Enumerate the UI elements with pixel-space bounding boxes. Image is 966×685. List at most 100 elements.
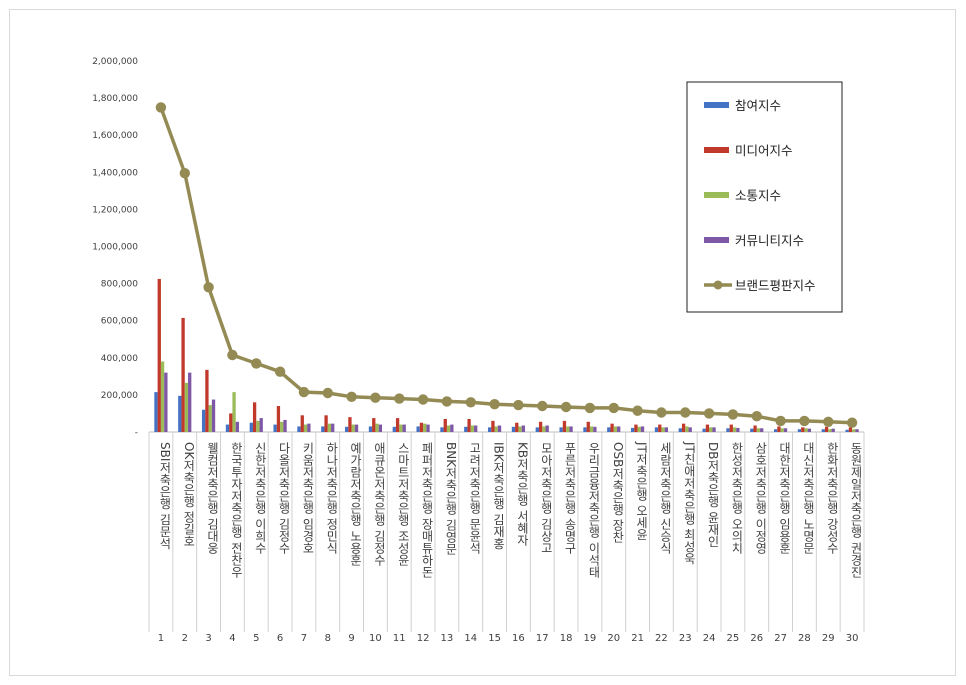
category-label: KB저축은행 서혜자 bbox=[515, 442, 529, 546]
category-label: 우리금융저축은행 이석태 bbox=[587, 442, 601, 578]
bar bbox=[348, 417, 352, 432]
bar bbox=[351, 424, 355, 432]
bar bbox=[688, 427, 692, 432]
bar bbox=[535, 427, 539, 432]
bar bbox=[709, 427, 713, 432]
bar bbox=[777, 426, 781, 432]
bar bbox=[491, 420, 495, 432]
bar bbox=[470, 425, 475, 432]
rank-label: 3 bbox=[205, 633, 211, 644]
bar bbox=[760, 428, 764, 432]
category-label: 고려저축은행 문윤석 bbox=[468, 442, 482, 554]
bar bbox=[160, 361, 165, 432]
brand-reputation-chart: - 200,000 400,000 600,000 800,000 1,000,000 1,… bbox=[92, 57, 865, 644]
bar bbox=[211, 399, 216, 432]
bar bbox=[256, 420, 260, 432]
bar bbox=[178, 395, 182, 432]
y-tick-label: 1,800,000 bbox=[92, 94, 138, 104]
bar bbox=[232, 392, 236, 432]
category-label: 키움저축은행 임경호 bbox=[301, 442, 315, 554]
line-point bbox=[441, 396, 453, 407]
bar bbox=[828, 429, 832, 432]
line-point bbox=[489, 399, 500, 410]
bar bbox=[229, 413, 233, 432]
category-label: 동원제일저축은행 권경진 bbox=[849, 442, 863, 578]
bar bbox=[583, 427, 587, 432]
bar bbox=[681, 423, 686, 432]
bar bbox=[327, 423, 332, 432]
bar bbox=[726, 428, 730, 432]
bar bbox=[354, 424, 359, 432]
bar bbox=[538, 421, 543, 432]
bar bbox=[443, 419, 447, 432]
bar bbox=[824, 426, 829, 432]
category-label: DB저축은행 윤재인 bbox=[706, 442, 720, 547]
bar bbox=[783, 428, 788, 432]
bar bbox=[801, 427, 805, 432]
bar bbox=[426, 424, 430, 432]
rank-label: 4 bbox=[229, 633, 235, 644]
rank-label: 23 bbox=[679, 633, 692, 644]
bar bbox=[331, 423, 335, 432]
category-label: 세람저축은행 신승식 bbox=[658, 442, 672, 554]
category-label: 한화저축은행 강성수 bbox=[825, 442, 839, 554]
bar bbox=[732, 427, 737, 432]
y-tick-label: 600,000 bbox=[101, 317, 138, 327]
line-point bbox=[703, 408, 715, 419]
bar bbox=[729, 424, 733, 432]
bar bbox=[423, 423, 427, 432]
bar bbox=[589, 426, 594, 432]
bar bbox=[416, 426, 420, 432]
bar bbox=[756, 428, 761, 432]
bar bbox=[464, 426, 468, 432]
bar bbox=[303, 424, 308, 432]
bar bbox=[640, 426, 645, 432]
bar bbox=[188, 372, 192, 432]
category-label: 웰컴저축은행 김대웅 bbox=[206, 442, 220, 554]
bar bbox=[518, 426, 522, 432]
rank-label: 30 bbox=[846, 633, 859, 644]
y-tick-label: 1,000,000 bbox=[92, 243, 138, 253]
legend-label: 미디어지수 bbox=[735, 143, 793, 158]
rank-label: 1 bbox=[158, 633, 164, 644]
rank-label: 18 bbox=[560, 633, 573, 644]
bar bbox=[392, 426, 396, 432]
rank-label: 14 bbox=[464, 633, 477, 644]
bar bbox=[487, 427, 492, 432]
line-point bbox=[656, 407, 667, 418]
bar bbox=[474, 425, 478, 432]
bar bbox=[446, 425, 451, 432]
category-label: 삼호저축은행 이정영 bbox=[754, 442, 768, 554]
category-label: 애큐온저축은행 김정수 bbox=[372, 442, 386, 566]
bar bbox=[344, 426, 349, 432]
line-point bbox=[370, 392, 381, 403]
category-label: OK저축은행 정길호 bbox=[182, 442, 196, 547]
legend-swatch bbox=[704, 102, 729, 108]
bar bbox=[654, 427, 659, 432]
category-label: 페퍼저축은행 장매튜하돈 bbox=[420, 442, 434, 578]
bar bbox=[807, 428, 812, 432]
bar bbox=[205, 369, 209, 432]
category-label: 한국투자저축은행 전찬우 bbox=[229, 442, 243, 578]
line-point bbox=[632, 405, 643, 416]
category-label: 스마트저축은행 조성윤 bbox=[396, 442, 410, 566]
bar bbox=[831, 428, 835, 432]
line-series bbox=[155, 102, 858, 428]
rank-label: 24 bbox=[703, 633, 716, 644]
line-point bbox=[608, 402, 619, 414]
rank-label: 10 bbox=[369, 633, 382, 644]
bar bbox=[736, 427, 740, 432]
rank-label: 25 bbox=[727, 633, 740, 644]
category-label: 대신저축은행 노명문 bbox=[801, 442, 815, 554]
bar bbox=[283, 419, 287, 432]
rank-label: 17 bbox=[536, 633, 549, 644]
bar bbox=[702, 428, 706, 432]
y-tick-label: 1,600,000 bbox=[92, 131, 138, 141]
bar bbox=[300, 415, 304, 432]
bar bbox=[773, 429, 778, 432]
category-label: SBI저축은행 김문석 bbox=[158, 442, 172, 549]
bar bbox=[750, 428, 754, 432]
bar bbox=[440, 427, 444, 432]
bar bbox=[494, 426, 498, 432]
